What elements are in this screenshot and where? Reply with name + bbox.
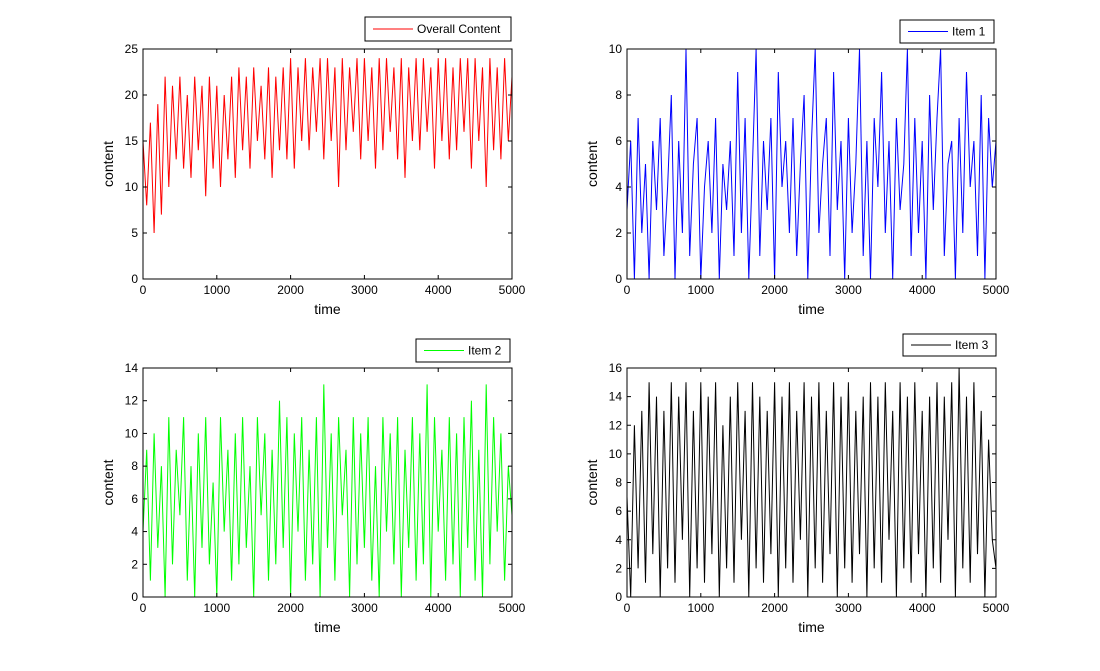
y-tick-label: 0 [615,590,622,604]
plot-area [143,49,512,279]
x-tick-label: 3000 [835,601,862,615]
y-tick-label: 16 [609,361,623,375]
y-tick-label: 4 [615,533,622,547]
x-axis-label: time [314,619,341,635]
x-tick-label: 0 [624,601,631,615]
plot-area [143,368,512,597]
y-axis-label: content [100,141,116,187]
y-axis-label: content [584,459,600,505]
y-tick-label: 10 [125,180,139,194]
y-tick-label: 14 [125,361,139,375]
y-tick-label: 14 [609,390,623,404]
x-tick-label: 0 [140,601,147,615]
x-tick-label: 1000 [687,283,714,297]
x-tick-label: 2000 [761,601,788,615]
x-tick-label: 2000 [277,601,304,615]
subplot-4: 0 1000 2000 3000 4000 5000 0 2 4 6 8 10 12 14 16 time co… [584,333,1010,635]
x-tick-label: 3000 [351,601,378,615]
y-tick-label: 8 [615,88,622,102]
y-tick-label: 10 [125,426,139,440]
y-tick-label: 12 [609,418,623,432]
y-axis-label: content [584,141,600,187]
y-tick-label: 10 [609,447,623,461]
y-tick-label: 0 [131,590,138,604]
x-axis-label: time [314,301,341,317]
y-tick-label: 8 [615,476,622,490]
series-line-item-3 [626,367,997,598]
y-tick-label: 2 [131,557,138,571]
y-tick-label: 0 [131,272,138,286]
x-tick-label: 5000 [983,601,1010,615]
axes-box [626,48,997,280]
x-tick-label: 2000 [761,283,788,297]
x-axis-label: time [798,619,825,635]
x-tick-label: 3000 [835,283,862,297]
subplot-3: 0 1000 2000 3000 4000 5000 0 2 4 6 8 10 12 14 time cont… [100,338,526,635]
x-tick-label: 1000 [687,601,714,615]
x-axis-label: time [798,301,825,317]
axes-box [142,367,513,598]
y-tick-label: 8 [131,459,138,473]
x-tick-label: 2000 [277,283,304,297]
legend-label: Overall Content [417,22,501,36]
y-tick-label: 6 [131,492,138,506]
legend: Item 1 [899,19,995,44]
legend-label: Item 1 [952,25,986,39]
y-tick-label: 4 [131,525,138,539]
legend: Item 3 [902,333,997,357]
x-tick-label: 3000 [351,283,378,297]
y-tick-label: 15 [125,134,139,148]
series-line-item-2 [142,384,513,598]
x-tick-label: 1000 [203,601,230,615]
subplot-1: 0 1000 2000 3000 4000 5000 0 5 10 15 20 25 time conte… [100,16,526,317]
x-tick-label: 1000 [203,283,230,297]
legend: Item 2 [415,338,511,363]
y-tick-label: 10 [609,42,623,56]
y-tick-label: 25 [125,42,139,56]
x-tick-label: 4000 [909,283,936,297]
series-line-overall-content [142,58,513,234]
x-tick-label: 4000 [425,601,452,615]
x-tick-label: 5000 [499,283,526,297]
x-tick-label: 0 [624,283,631,297]
legend-label: Item 3 [955,338,989,352]
y-tick-label: 2 [615,226,622,240]
legend: Overall Content [364,16,512,42]
x-tick-label: 5000 [983,283,1010,297]
y-tick-label: 5 [131,226,138,240]
x-tick-label: 5000 [499,601,526,615]
y-tick-label: 6 [615,134,622,148]
y-tick-label: 0 [615,272,622,286]
y-tick-label: 2 [615,561,622,575]
axes-box [142,48,513,280]
legend-label: Item 2 [468,344,502,358]
subplot-2: 0 1000 2000 3000 4000 5000 0 2 4 6 8 10 time content I… [584,19,1010,317]
series-line-item-1 [626,48,997,280]
y-axis-label: content [100,459,116,505]
y-tick-label: 6 [615,504,622,518]
plot-area [627,49,996,279]
y-tick-label: 20 [125,88,139,102]
x-tick-label: 4000 [425,283,452,297]
y-tick-label: 4 [615,180,622,194]
y-tick-label: 12 [125,394,139,408]
x-tick-label: 0 [140,283,147,297]
x-tick-label: 4000 [909,601,936,615]
